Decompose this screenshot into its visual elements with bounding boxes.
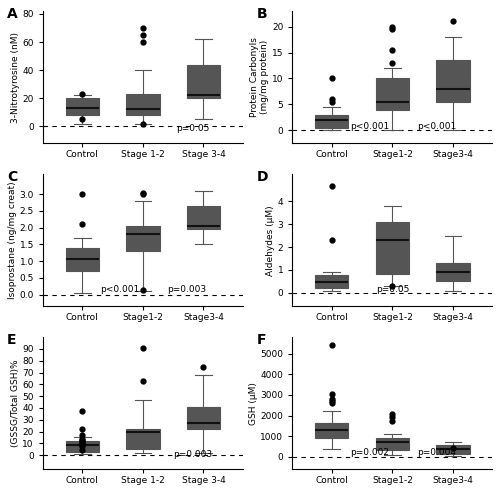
Text: D: D xyxy=(256,170,268,184)
Y-axis label: (GSSG/Total GSH)%: (GSSG/Total GSH)% xyxy=(10,359,20,447)
PathPatch shape xyxy=(66,441,99,452)
PathPatch shape xyxy=(376,222,409,275)
Text: p=0.05: p=0.05 xyxy=(376,285,409,294)
Text: B: B xyxy=(256,7,267,21)
Text: p<0.001: p<0.001 xyxy=(350,122,389,131)
Y-axis label: GSH (μM): GSH (μM) xyxy=(248,382,258,424)
PathPatch shape xyxy=(436,445,470,454)
Text: p=0.003: p=0.003 xyxy=(168,285,206,294)
PathPatch shape xyxy=(66,247,99,271)
PathPatch shape xyxy=(126,429,160,449)
PathPatch shape xyxy=(315,423,348,438)
Y-axis label: 3-Nitrotyrosine (nM): 3-Nitrotyrosine (nM) xyxy=(10,32,20,123)
PathPatch shape xyxy=(315,115,348,128)
Y-axis label: Protein Carbonyls
(mg/mg protein): Protein Carbonyls (mg/mg protein) xyxy=(250,37,269,117)
Text: p=0.003: p=0.003 xyxy=(174,450,212,458)
Text: C: C xyxy=(7,170,17,184)
PathPatch shape xyxy=(315,276,348,288)
Text: p<0.001: p<0.001 xyxy=(416,122,456,131)
Y-axis label: Aldehydes (μM): Aldehydes (μM) xyxy=(266,205,275,276)
PathPatch shape xyxy=(376,78,409,109)
Text: F: F xyxy=(256,333,266,347)
PathPatch shape xyxy=(436,60,470,102)
Text: p=0.002: p=0.002 xyxy=(350,449,389,458)
PathPatch shape xyxy=(187,206,220,229)
Text: A: A xyxy=(7,7,18,21)
Text: p=0.05: p=0.05 xyxy=(176,124,210,133)
Text: E: E xyxy=(7,333,16,347)
Text: p=0.004: p=0.004 xyxy=(417,449,456,458)
PathPatch shape xyxy=(187,65,220,98)
PathPatch shape xyxy=(436,263,470,281)
PathPatch shape xyxy=(66,98,99,115)
PathPatch shape xyxy=(376,438,409,450)
PathPatch shape xyxy=(126,94,160,115)
PathPatch shape xyxy=(126,226,160,251)
PathPatch shape xyxy=(187,407,220,429)
Y-axis label: Isoprostane (ng/mg creat): Isoprostane (ng/mg creat) xyxy=(8,181,17,299)
Text: p<0.001: p<0.001 xyxy=(100,285,140,294)
